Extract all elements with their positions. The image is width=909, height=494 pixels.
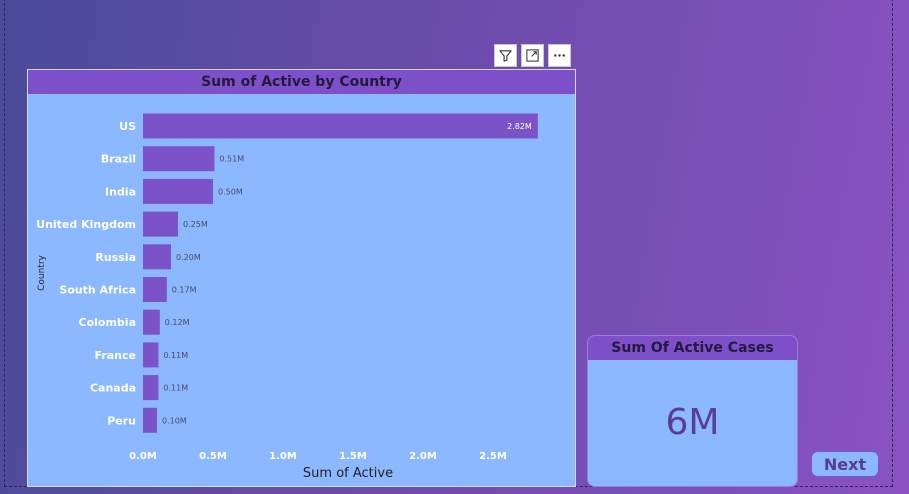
x-tick-label: 1.5M — [339, 451, 367, 462]
more-options-icon — [554, 54, 565, 57]
focus-mode-button[interactable] — [521, 44, 544, 67]
data-label: 0.17M — [172, 286, 197, 295]
bar — [143, 244, 171, 270]
data-label: 0.25M — [183, 220, 208, 229]
next-button[interactable]: Next — [810, 450, 880, 478]
category-label: France — [95, 349, 136, 362]
bar — [143, 178, 213, 204]
x-tick-label: 1.0M — [269, 451, 297, 462]
category-label: Colombia — [79, 316, 137, 329]
y-axis-title: Country — [37, 254, 47, 290]
bar — [143, 375, 159, 401]
chart-header: Sum of Active by Country — [28, 70, 575, 94]
visual-toolbar — [494, 44, 571, 67]
data-label: 0.50M — [218, 187, 243, 196]
category-label: US — [119, 120, 136, 133]
data-label: 0.51M — [219, 155, 244, 164]
data-label: 0.11M — [163, 351, 188, 360]
more-options-button[interactable] — [548, 44, 571, 67]
data-label: 0.11M — [163, 384, 188, 393]
category-label: United Kingdom — [36, 218, 136, 231]
chart-title: Sum of Active by Country — [201, 74, 402, 90]
bar-chart-card[interactable]: Sum of Active by Country Country US 2.82M… — [27, 69, 576, 487]
kpi-title: Sum Of Active Cases — [588, 336, 797, 360]
data-label: 0.10M — [162, 416, 187, 425]
filter-icon — [499, 50, 512, 62]
x-tick-label: 2.0M — [409, 451, 437, 462]
kpi-card[interactable]: Sum Of Active Cases 6M — [587, 335, 798, 487]
bar — [143, 309, 160, 335]
category-label: Canada — [90, 382, 136, 395]
data-label: 0.12M — [165, 318, 190, 327]
bar — [143, 407, 157, 433]
category-label: Brazil — [101, 153, 136, 166]
x-tick-label: 2.5M — [479, 451, 507, 462]
category-label: Peru — [107, 414, 136, 427]
bar — [143, 113, 538, 139]
x-axis-title: Sum of Active — [303, 466, 393, 481]
bar — [143, 342, 159, 368]
category-label: Russia — [95, 251, 136, 264]
data-label: 0.20M — [176, 253, 201, 262]
bar — [143, 146, 215, 172]
bar — [143, 211, 178, 237]
category-label: India — [105, 185, 136, 198]
x-tick-label: 0.5M — [199, 451, 227, 462]
kpi-value: 6M — [665, 402, 720, 443]
filter-button[interactable] — [494, 44, 517, 67]
data-label: 2.82M — [507, 122, 532, 131]
category-label: South Africa — [59, 284, 136, 297]
x-tick-label: 0.0M — [129, 451, 157, 462]
focus-mode-icon — [526, 49, 539, 62]
bar-chart: Country US 2.82M Brazil 0.51M India 0.50M Unit… — [36, 113, 538, 481]
bar — [143, 277, 167, 302]
